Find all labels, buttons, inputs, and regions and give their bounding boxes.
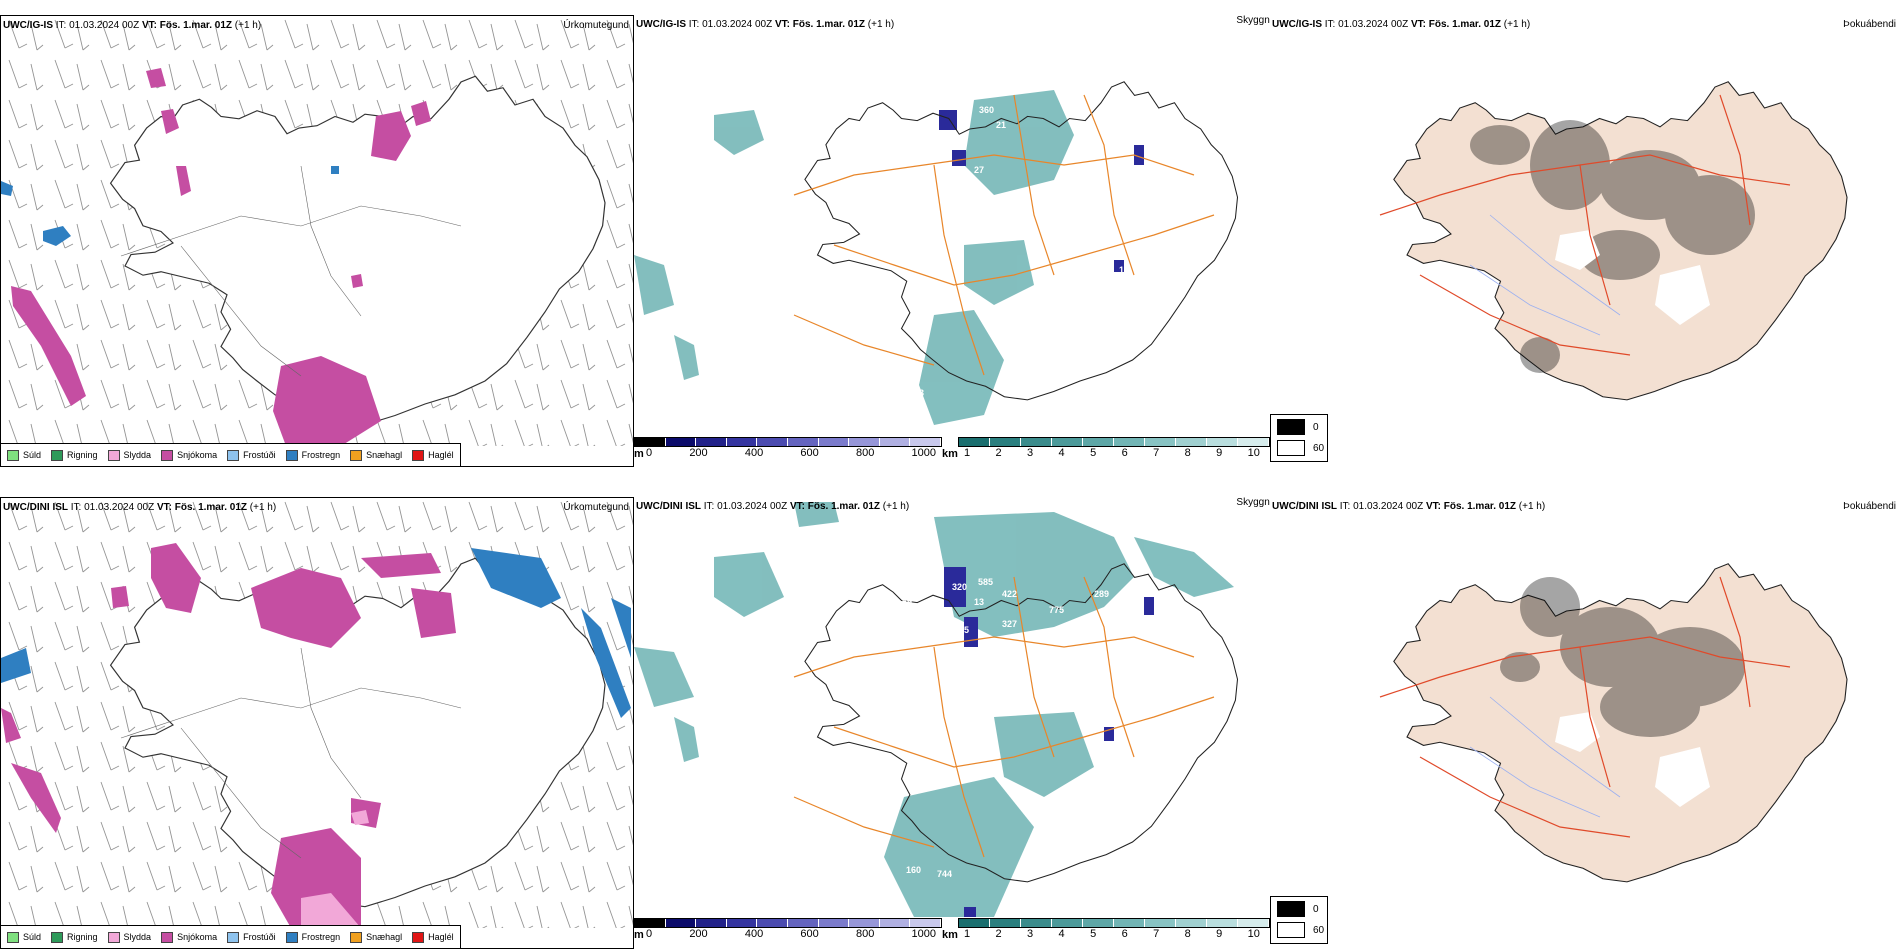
product-label: Úrkomutegund bbox=[563, 20, 629, 31]
ceiling-label: 105 bbox=[954, 625, 970, 635]
legend-item-frostregn: Frostregn bbox=[285, 931, 340, 943]
visibility-shading bbox=[634, 90, 1074, 425]
ceiling-label: 13 bbox=[974, 597, 985, 607]
panel-title: UWC/DINI ISL IT: 01.03.2024 00Z VT: Fös.… bbox=[3, 502, 277, 513]
ceiling-label: 585 bbox=[978, 577, 994, 587]
legend-item-rigning: Rigning bbox=[51, 931, 98, 943]
ceiling-ticks: 0 200 400 600 800 1000 bbox=[646, 928, 936, 940]
visibility-panel: UWC/IG-IS IT: 01.03.2024 00Z VT: Fös. 1.… bbox=[634, 15, 1270, 467]
visibility-colorbar bbox=[958, 437, 1270, 447]
rivers bbox=[1469, 696, 1621, 818]
ceiling-label: 160 bbox=[906, 865, 922, 875]
fog-map bbox=[1379, 81, 1848, 401]
glaciers bbox=[1555, 230, 1710, 325]
fog-panel: UWC/DINI ISL IT: 01.03.2024 00Z VT: Fös.… bbox=[1270, 497, 1900, 949]
frost-rain-areas bbox=[1, 166, 339, 246]
ceiling-colorbar bbox=[634, 437, 942, 447]
precip-legend: Súld Rigning Slydda Snjókoma Frostúði Fr… bbox=[1, 443, 461, 466]
precip-map bbox=[1, 16, 633, 446]
ceiling-label: 289 bbox=[1094, 589, 1110, 599]
visibility-ticks: 1 2 3 4 5 6 7 8 9 10 bbox=[964, 928, 1260, 940]
legend-item-frostudi: Frostúði bbox=[227, 931, 276, 943]
ceiling-label: 320 bbox=[952, 582, 968, 592]
fog-roads bbox=[1379, 94, 1791, 356]
visibility-map bbox=[634, 81, 1239, 425]
ceiling-label: 59 bbox=[902, 597, 913, 607]
product-label: Þokuábendi bbox=[1843, 19, 1896, 30]
legend-item-sudl: Súld bbox=[7, 449, 41, 461]
visibility-panel: UWC/DINI ISL IT: 01.03.2024 00Z VT: Fös.… bbox=[634, 497, 1270, 949]
ceiling-label: 10 bbox=[970, 185, 981, 195]
precip-type-panel: UWC/IG-IS IT: 01.03.2024 00Z VT: Fös. 1.… bbox=[0, 15, 634, 467]
roads-lines bbox=[120, 165, 462, 377]
panel-title: UWC/DINI ISL IT: 01.03.2024 00Z VT: Fös.… bbox=[1272, 501, 1546, 512]
rivers bbox=[1469, 214, 1621, 336]
visibility-unit: km bbox=[942, 929, 958, 941]
road-network bbox=[793, 576, 1215, 858]
ceiling-label: 327 bbox=[1002, 619, 1018, 629]
frost-rain-areas bbox=[1, 548, 631, 718]
visibility-ticks: 1 2 3 4 5 6 7 8 9 10 bbox=[964, 447, 1260, 459]
ceiling-unit: m bbox=[634, 929, 644, 941]
ceiling-label: 744 bbox=[937, 869, 953, 879]
visibility-shading bbox=[634, 502, 1234, 917]
ceiling-label: 21 bbox=[996, 120, 1007, 130]
fog-legend: 0 60 bbox=[1270, 896, 1328, 944]
product-label: Skyggni bbox=[1236, 497, 1270, 508]
ceiling-blobs bbox=[944, 567, 1154, 917]
fog-roads bbox=[1379, 576, 1791, 838]
product-label: Skyggni bbox=[1236, 15, 1270, 26]
fog-shading bbox=[1500, 577, 1745, 737]
fog-legend: 0 60 bbox=[1270, 414, 1328, 462]
precip-legend: Súld Rigning Slydda Snjókoma Frostúði Fr… bbox=[1, 925, 461, 948]
legend-item-slydda: Slydda bbox=[107, 931, 151, 943]
legend-item-frostregn: Frostregn bbox=[285, 449, 340, 461]
visibility-colorbar bbox=[958, 918, 1270, 928]
ceiling-label: 13 bbox=[914, 388, 925, 398]
legend-item-rigning: Rigning bbox=[51, 449, 98, 461]
glaciers bbox=[1555, 712, 1710, 932]
legend-item-snjokoma: Snjókoma bbox=[161, 449, 217, 461]
product-label: Úrkomutegund bbox=[563, 502, 629, 513]
fog-shading bbox=[1470, 120, 1755, 373]
precip-map bbox=[1, 498, 633, 928]
ceiling-label: 382 bbox=[784, 565, 800, 575]
panel-title: UWC/DINI ISL IT: 01.03.2024 00Z VT: Fös.… bbox=[636, 501, 910, 512]
ceiling-label: 422 bbox=[1002, 589, 1018, 599]
visibility-unit: km bbox=[942, 448, 958, 460]
sleet-areas bbox=[301, 810, 369, 928]
panel-title: UWC/IG-IS IT: 01.03.2024 00Z VT: Fös. 1.… bbox=[3, 20, 262, 31]
legend-item-haglel: Haglél bbox=[412, 449, 454, 461]
snow-areas bbox=[1, 543, 456, 928]
snow-areas bbox=[11, 68, 431, 446]
legend-item-snaehagl: Snæhagl bbox=[350, 931, 402, 943]
panel-title: UWC/IG-IS IT: 01.03.2024 00Z VT: Fös. 1.… bbox=[636, 19, 895, 30]
ceiling-label: 775 bbox=[1049, 605, 1065, 615]
legend-item-frostudi: Frostúði bbox=[227, 449, 276, 461]
fog-map bbox=[1379, 563, 1848, 932]
legend-item-snjokoma: Snjókoma bbox=[161, 931, 217, 943]
roads-lines bbox=[120, 647, 462, 859]
ceiling-label: 13 bbox=[1119, 265, 1130, 275]
visibility-map bbox=[634, 502, 1239, 917]
legend-item-slydda: Slydda bbox=[107, 449, 151, 461]
ceiling-ticks: 0 200 400 600 800 1000 bbox=[646, 447, 936, 459]
legend-item-sudl: Súld bbox=[7, 931, 41, 943]
ceiling-label: 360 bbox=[979, 105, 995, 115]
road-network bbox=[793, 94, 1215, 376]
ceiling-unit: m bbox=[634, 448, 644, 460]
ceiling-label: 27 bbox=[974, 165, 985, 175]
panel-title: UWC/IG-IS IT: 01.03.2024 00Z VT: Fös. 1.… bbox=[1272, 19, 1531, 30]
legend-item-snaehagl: Snæhagl bbox=[350, 449, 402, 461]
ceiling-colorbar bbox=[634, 918, 942, 928]
fog-panel: UWC/IG-IS IT: 01.03.2024 00Z VT: Fös. 1.… bbox=[1270, 15, 1900, 467]
legend-item-haglel: Haglél bbox=[412, 931, 454, 943]
product-label: Þokuábendi bbox=[1843, 501, 1896, 512]
ceiling-blobs bbox=[939, 110, 1144, 272]
precip-type-panel: UWC/DINI ISL IT: 01.03.2024 00Z VT: Fös.… bbox=[0, 497, 634, 949]
